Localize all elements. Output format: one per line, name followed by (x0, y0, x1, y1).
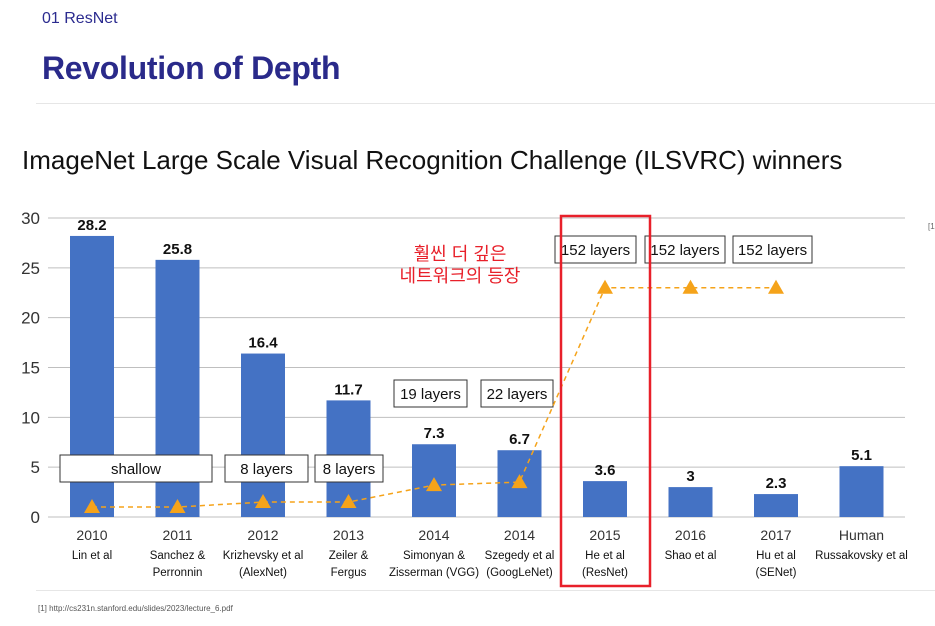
depth-marker (597, 279, 613, 294)
page-title: Revolution of Depth (42, 50, 341, 86)
layer-label-box (393, 379, 468, 408)
y-tick-label: 15 (21, 359, 40, 378)
author-label: (ResNet) (582, 567, 628, 579)
author-label: Shao et al (665, 550, 717, 562)
layer-label-box (224, 454, 309, 483)
bar (668, 487, 713, 517)
bar-value-label: 25.8 (163, 241, 192, 258)
layer-label-box (59, 454, 213, 483)
x-tick-label: 2015 (589, 527, 620, 543)
bar-value-label: 3 (686, 468, 694, 485)
bar-value-label: 6.7 (509, 431, 530, 448)
layer-label-box (314, 454, 384, 483)
layer-label: 22 layers (487, 386, 548, 403)
depth-marker (511, 474, 528, 489)
reference-mark: [1 (928, 222, 935, 231)
x-tick-label: 2012 (247, 527, 278, 543)
bar-value-label: 3.6 (595, 462, 616, 479)
author-label: Zisserman (VGG) (389, 567, 479, 579)
chart-title: ImageNet Large Scale Visual Recognition … (22, 145, 843, 175)
y-tick-label: 30 (21, 209, 40, 228)
depth-marker (768, 279, 784, 294)
author-label: (SENet) (756, 567, 797, 579)
author-label: He et al (585, 550, 625, 562)
layer-label-box (644, 235, 726, 264)
bar-value-label: 5.1 (851, 447, 872, 464)
bar (583, 481, 627, 517)
bar-value-label: 7.3 (424, 425, 445, 442)
depth-annotation: 훨씬 더 깊은 네트워크의 등장 (380, 243, 540, 287)
y-tick-label: 10 (21, 408, 40, 427)
layer-label: 8 layers (323, 461, 376, 478)
layer-label-box (732, 235, 813, 264)
y-tick-label: 0 (31, 508, 40, 527)
author-label: Lin et al (72, 550, 112, 562)
footnote: [1] http://cs231n.stanford.edu/slides/20… (38, 604, 233, 613)
bar (839, 466, 884, 517)
author-label: Russakovsky et al (815, 550, 908, 562)
bar-value-label: 28.2 (77, 217, 106, 234)
layer-label: 152 layers (561, 242, 630, 259)
bar (754, 494, 798, 517)
depth-marker (169, 499, 186, 514)
annotation-line-1: 훨씬 더 깊은 (413, 244, 507, 264)
depth-marker (255, 494, 271, 509)
layer-label-box (480, 379, 554, 408)
layer-label: 19 layers (400, 386, 461, 403)
x-tick-label: 2017 (760, 527, 791, 543)
footer-divider (36, 590, 935, 591)
x-tick-label: 2013 (333, 527, 364, 543)
layer-label: 152 layers (738, 242, 807, 259)
author-label: (AlexNet) (239, 567, 287, 579)
resnet-highlight-box (559, 214, 652, 588)
depth-marker (340, 494, 357, 509)
x-tick-label: 2014 (504, 527, 535, 543)
bar-value-label: 11.7 (334, 381, 362, 398)
layer-label: 152 layers (650, 242, 719, 259)
annotation-line-2: 네트워크의 등장 (399, 266, 521, 286)
author-label: Hu et al (756, 550, 796, 562)
bar-value-label: 16.4 (248, 335, 278, 352)
layer-label: 8 layers (240, 461, 293, 478)
y-tick-label: 25 (21, 259, 40, 278)
y-tick-label: 20 (21, 309, 40, 328)
x-tick-label: 2014 (418, 527, 449, 543)
header-divider (36, 103, 935, 104)
layer-label-box (554, 235, 637, 264)
author-label: Fergus (331, 567, 367, 579)
author-label: Krizhevsky et al (223, 550, 304, 562)
layer-label: shallow (111, 461, 161, 478)
depth-marker (682, 279, 699, 294)
x-tick-label: 2010 (76, 527, 107, 543)
depth-marker (84, 499, 100, 514)
x-tick-label: Human (839, 527, 884, 543)
author-label: Perronnin (153, 567, 203, 579)
x-tick-label: 2016 (675, 527, 706, 543)
author-label: Szegedy et al (485, 550, 555, 562)
bar-value-label: 2.3 (766, 475, 787, 492)
author-label: Zeiler & (329, 550, 369, 562)
y-tick-label: 5 (31, 458, 40, 477)
author-label: (GoogLeNet) (486, 567, 553, 579)
author-label: Simonyan & (403, 550, 465, 562)
x-tick-label: 2011 (162, 527, 192, 543)
bar (241, 353, 285, 517)
depth-marker (426, 477, 442, 492)
section-label: 01 ResNet (42, 10, 118, 27)
author-label: Sanchez & (150, 550, 206, 562)
